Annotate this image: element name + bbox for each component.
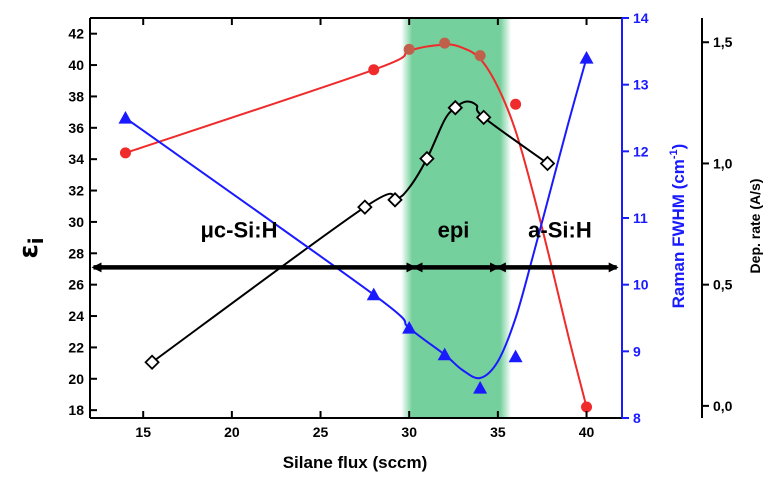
region-annotations: μc-Si:H epi a-Si:H <box>91 218 619 273</box>
left-axis-title-sub: i <box>24 237 48 244</box>
raman-axis-title: Raman FWHM (cm-1) <box>668 144 688 309</box>
series-raman-point-4 <box>473 381 488 394</box>
y-raman-tick-label-6: 14 <box>633 10 649 26</box>
y-left-tick-label-10: 38 <box>68 88 84 104</box>
series-dep-point-5 <box>475 109 492 126</box>
axes: 15 20 25 30 35 40 18 20 22 24 26 28 30 32 34 36 38 40 42 8 9… <box>68 10 732 440</box>
series-left-point-4 <box>474 50 486 62</box>
y-left-tick-label-5: 28 <box>68 245 84 261</box>
y-left-tick-label-0: 18 <box>68 402 84 418</box>
series-left-point-3 <box>439 37 451 49</box>
series-raman-point-2 <box>402 321 417 334</box>
x-tick-label-0: 15 <box>135 424 151 440</box>
series-left-point-6 <box>581 401 593 413</box>
svg-text:εi: εi <box>14 237 48 258</box>
svg-text:Raman FWHM (cm-1): Raman FWHM (cm-1) <box>668 144 688 309</box>
plot-frame <box>89 17 703 419</box>
raman-axis-title-main: Raman FWHM (cm <box>669 159 688 308</box>
y-left-tick-label-9: 36 <box>68 120 84 136</box>
x-axis-title: Silane flux (sccm) <box>283 453 428 472</box>
epi-band-rect <box>401 18 512 418</box>
y-raman-tick-label-1: 9 <box>633 343 641 359</box>
series-left-point-0 <box>119 147 131 159</box>
y-left-tick-label-6: 30 <box>68 214 84 230</box>
series-dep-point-3 <box>419 150 435 167</box>
series-raman-point-5 <box>508 349 523 363</box>
raman-axis-title-sup: -1 <box>668 149 680 159</box>
series-left-point-5 <box>510 98 522 110</box>
y-raman-tick-label-5: 13 <box>633 77 649 93</box>
y-left-tick-label-12: 42 <box>68 26 84 42</box>
y-dep-tick-label-1: 0,5 <box>713 277 733 293</box>
y-dep-tick-label-3: 1,5 <box>713 34 733 50</box>
y-dep-tick-label-0: 0,0 <box>713 398 733 414</box>
x-tick-label-3: 30 <box>401 424 417 440</box>
dep-axis-title: Dep. rate (A/s) <box>747 179 763 274</box>
series-raman-point-0 <box>118 111 133 124</box>
svg-text:Dep. rate (A/s): Dep. rate (A/s) <box>747 179 763 274</box>
series-markers <box>118 37 594 413</box>
y-raman-tick-label-3: 11 <box>633 210 648 226</box>
y-raman-tick-label-2: 10 <box>633 277 649 293</box>
series-dep-point-2 <box>387 192 403 208</box>
y-left-tick-label-8: 34 <box>68 151 84 167</box>
series-lines <box>124 43 588 408</box>
series-left-point-2 <box>403 43 415 55</box>
y-raman-tick-label-0: 8 <box>633 410 641 426</box>
y-raman-tick-label-4: 12 <box>633 143 649 159</box>
raman-axis-title-close: ) <box>669 144 688 150</box>
y-left-tick-label-7: 32 <box>68 183 84 199</box>
series-dep-point-6 <box>539 155 556 172</box>
x-tick-label-4: 35 <box>490 424 506 440</box>
y-left-tick-label-1: 20 <box>68 371 84 387</box>
series-raman-point-6 <box>579 51 594 64</box>
y-left-tick-label-2: 22 <box>68 339 84 355</box>
left-axis-title-main: ε <box>14 244 44 258</box>
series-dep-point-4 <box>447 99 464 116</box>
series-left-line <box>125 43 588 408</box>
x-tick-label-2: 25 <box>313 424 329 440</box>
left-axis-title: εi <box>14 237 48 258</box>
region-label-2: a-Si:H <box>528 218 592 243</box>
y-left-tick-label-11: 40 <box>68 57 84 73</box>
series-dep-point-0 <box>144 354 160 371</box>
y-left-tick-label-3: 24 <box>68 308 84 324</box>
x-tick-label-5: 40 <box>579 424 595 440</box>
epi-band <box>401 18 512 418</box>
y-left-tick-label-4: 26 <box>68 277 84 293</box>
series-dep-point-1 <box>357 199 373 215</box>
series-raman-point-3 <box>437 347 452 361</box>
y-dep-tick-label-2: 1,0 <box>713 155 733 171</box>
series-raman-point-1 <box>366 287 381 301</box>
series-left-point-1 <box>368 64 380 76</box>
region-label-0: μc-Si:H <box>200 218 277 243</box>
region-label-1: epi <box>438 218 470 243</box>
x-tick-label-1: 20 <box>224 424 240 440</box>
